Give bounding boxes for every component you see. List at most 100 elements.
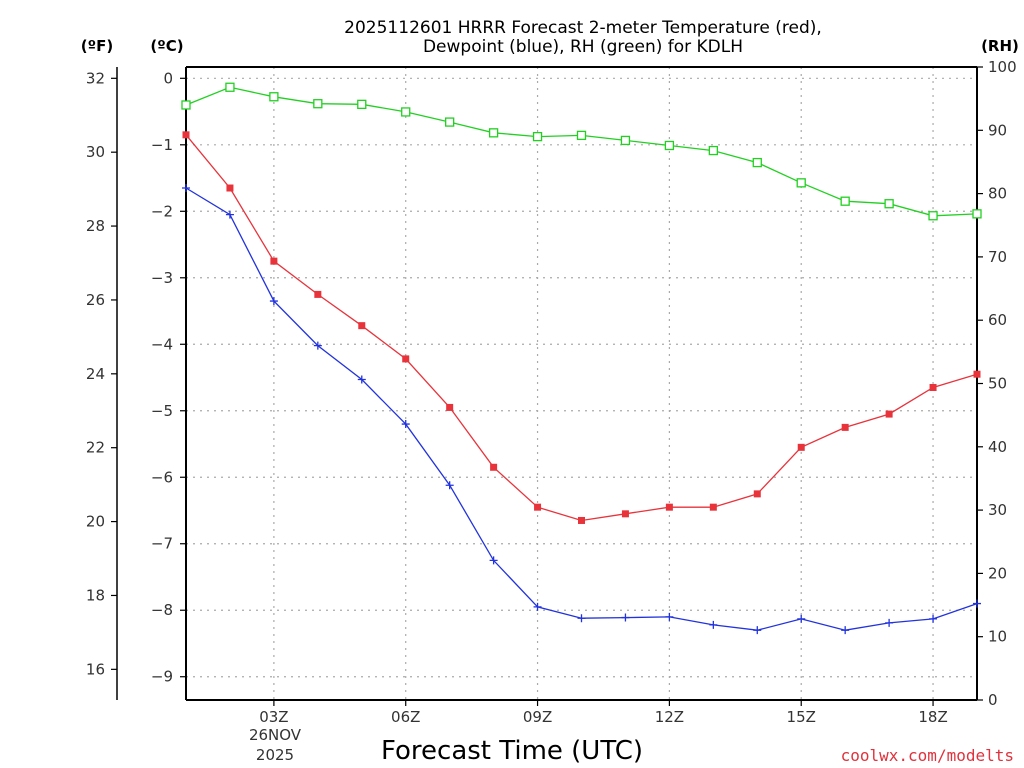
temperature-point (929, 383, 937, 391)
celsius-tick-label: −5 (151, 402, 173, 420)
temperature-point (841, 423, 849, 431)
temperature-point (578, 516, 585, 524)
fahrenheit-tick-label: 16 (86, 660, 105, 678)
dewpoint-point (401, 420, 410, 429)
x-tick-label: 18Z (918, 708, 947, 726)
fahrenheit-tick-label: 26 (86, 291, 105, 309)
temperature-line (185, 134, 978, 522)
fahrenheit-tick-label: 18 (86, 586, 105, 604)
temperature-point (665, 503, 673, 511)
rh-unit-label: (RH) (981, 37, 1019, 55)
rh-point (357, 99, 367, 109)
rh-line (185, 86, 978, 217)
rh-tick-label: 70 (988, 248, 1007, 266)
celsius-tick-label: −6 (151, 468, 173, 486)
rh-tick-label: 40 (988, 438, 1007, 456)
rh-point (620, 135, 631, 146)
fahrenheit-unit-label: (ºF) (81, 37, 113, 55)
axes (111, 66, 983, 706)
x-tick-label: 06Z (391, 708, 420, 726)
dewpoint-point (885, 618, 894, 627)
temperature-point (885, 410, 893, 418)
rh-point (313, 99, 323, 109)
fahrenheit-tick-label: 30 (86, 143, 105, 161)
dewpoint-point (577, 614, 586, 623)
rh-point (532, 131, 543, 142)
rh-point (664, 140, 675, 151)
celsius-tick-label: −8 (151, 601, 173, 619)
fahrenheit-tick-label: 24 (86, 365, 105, 383)
rh-point (269, 92, 279, 102)
dewpoint-point (621, 613, 630, 622)
celsius-tick-label: −4 (151, 335, 173, 353)
temperature-point (621, 510, 629, 518)
rh-point (796, 178, 806, 188)
date-label-year: 2025 (256, 746, 294, 764)
fahrenheit-tick-label: 32 (86, 69, 105, 87)
data-series (181, 82, 982, 635)
temperature-point (709, 503, 717, 511)
rh-point (840, 196, 850, 206)
dewpoint-point (225, 210, 234, 219)
dewpoint-point (489, 556, 498, 565)
rh-tick-label: 60 (988, 311, 1007, 329)
x-tick-label: 12Z (655, 708, 684, 726)
temperature-point (226, 184, 234, 192)
dewpoint-point (357, 375, 366, 384)
temperature-point (490, 463, 498, 471)
dewpoint-point (973, 599, 981, 608)
dewpoint-point (313, 341, 322, 350)
dewpoint-point (445, 481, 454, 490)
temperature-point (358, 322, 366, 330)
rh-tick-label: 20 (988, 564, 1007, 582)
rh-tick-label: 10 (988, 628, 1007, 646)
fahrenheit-tick-label: 28 (86, 217, 105, 235)
rh-tick-label: 50 (988, 375, 1007, 393)
credit-link[interactable]: coolwx.com/modelts (841, 746, 1014, 765)
rh-point (401, 107, 411, 117)
rh-point (225, 82, 235, 92)
dewpoint-point (929, 614, 938, 623)
rh-point (928, 211, 938, 221)
rh-point (972, 209, 982, 219)
rh-point (708, 145, 718, 156)
temperature-point (182, 131, 190, 139)
celsius-tick-label: −3 (151, 269, 173, 287)
grid-lines (186, 67, 977, 700)
dewpoint-point (665, 612, 674, 621)
x-axis-title: Forecast Time (UTC) (381, 736, 643, 766)
celsius-tick-label: −9 (151, 668, 173, 686)
fahrenheit-tick-label: 20 (86, 513, 105, 531)
rh-tick-label: 0 (988, 691, 998, 709)
dewpoint-point (182, 184, 190, 193)
rh-point (445, 117, 455, 127)
series-dewpoint (182, 184, 981, 635)
temperature-point (753, 490, 761, 498)
rh-point (576, 130, 587, 141)
fahrenheit-tick-label: 22 (86, 439, 105, 457)
temperature-point (973, 370, 981, 378)
temperature-point (797, 443, 805, 451)
rh-point (488, 128, 499, 138)
x-tick-label: 03Z (259, 708, 288, 726)
temperature-point (534, 503, 542, 511)
rh-tick-label: 90 (988, 121, 1007, 139)
x-tick-label: 15Z (787, 708, 816, 726)
dewpoint-point (753, 626, 762, 635)
series-rh (181, 82, 982, 221)
chart-title-line-2: Dewpoint (blue), RH (green) for KDLH (423, 37, 743, 57)
temperature-point (270, 257, 278, 265)
temperature-point (314, 290, 322, 298)
series-temperature (182, 131, 981, 524)
rh-point (752, 157, 762, 168)
dewpoint-line (185, 187, 978, 631)
celsius-tick-label: −7 (151, 535, 173, 553)
celsius-tick-label: 0 (163, 69, 173, 87)
dewpoint-point (797, 614, 806, 623)
rh-tick-label: 80 (988, 185, 1007, 203)
temperature-point (446, 403, 454, 411)
rh-tick-label: 100 (988, 58, 1017, 76)
rh-tick-label: 30 (988, 501, 1007, 519)
celsius-tick-label: −1 (151, 136, 173, 154)
